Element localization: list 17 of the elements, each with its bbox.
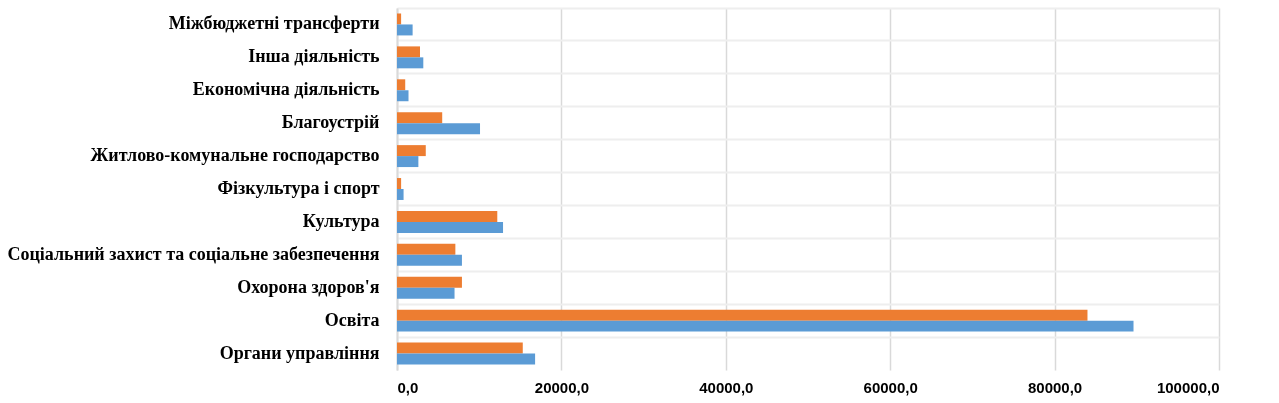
x-tick-label: 0,0: [397, 378, 419, 396]
y-tick-label: Охорона здоров'я: [237, 276, 380, 297]
x-tick-label: 40000,0: [699, 378, 754, 396]
y-tick-label: Культура: [302, 210, 380, 231]
y-tick-label: Соціальний захист та соціальне забезпечення: [7, 243, 380, 264]
y-tick-label: Фізкультура і спорт: [217, 178, 380, 198]
x-tick-label: 20000,0: [534, 378, 590, 396]
y-tick-label: Житлово-комунальне господарство: [90, 145, 380, 166]
x-tick-label: 60000,0: [863, 378, 918, 396]
y-tick-label: Міжбюджетні трансферти: [168, 13, 380, 34]
y-tick-label: Органи управління: [219, 342, 380, 363]
x-tick-label: 100000,0: [1156, 378, 1220, 396]
y-tick-label: Освіта: [324, 309, 380, 330]
x-tick-label: 80000,0: [1027, 378, 1083, 396]
y-tick-label: Благоустрій: [281, 112, 380, 133]
y-tick-label: Економічна діяльність: [192, 79, 380, 100]
y-tick-label: Інша діяльність: [248, 46, 380, 67]
